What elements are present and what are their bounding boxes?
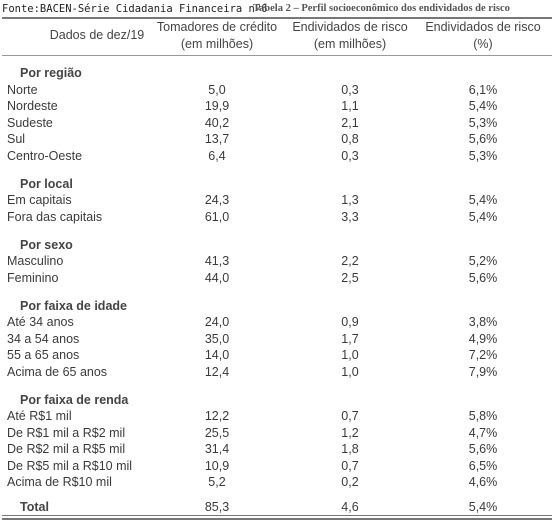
cell: 5,3% [468,115,498,130]
column-header: Tomadores de crédito [156,20,278,34]
column-header: (em milhões) [313,37,387,51]
cell: 5,2 [208,475,226,489]
cell: 2,2 [341,254,359,268]
row-label: De R$5 mil a R$10 mil [7,458,133,473]
row-label: 55 a 65 anos [7,348,80,362]
cell: 1,8 [341,442,359,456]
total-cell: 4,6 [341,500,359,514]
cell: 5,4% [468,209,498,224]
cell: 1,7 [341,331,359,346]
cell: 0,2 [341,475,359,489]
total-cell: 85,3 [204,500,230,514]
top-rule [2,17,552,19]
cell: 0,3 [341,148,359,163]
cell: 2,5 [341,270,359,285]
cell: 0,7 [341,458,359,473]
section-heading: Por região [20,66,82,80]
cell: 5,6% [468,442,498,456]
cell: 61,0 [204,209,230,224]
cell: 14,0 [204,348,230,362]
cell: 5,4% [468,99,498,113]
cell: 35,0 [204,331,230,346]
row-label: Acima de R$10 mil [7,475,112,489]
cell: 4,6% [468,475,498,489]
row-label: Acima de 65 anos [7,364,108,379]
cell: 0,9 [341,315,359,329]
row-label: Em capitais [7,193,72,207]
total-label: Total [20,500,49,514]
cell: 3,3 [341,209,359,224]
cell: 10,9 [204,458,230,473]
cell: 1,0 [341,364,359,379]
cell: 24,0 [204,315,230,329]
total-cell: 5,4% [468,500,498,514]
cell: 1,2 [341,425,359,440]
cell: 6,4 [208,148,226,163]
cell: 0,8 [341,132,359,146]
cell: 7,9% [468,364,498,379]
section-heading: Por faixa de idade [20,298,127,313]
section-heading: Por faixa de renda [20,392,129,407]
bottom-rule [2,518,552,520]
row-label: Até 34 anos [7,315,74,329]
cell: 1,3 [341,193,359,207]
cell: 4,7% [468,425,498,440]
cell: 5,6% [468,270,498,285]
cell: 0,3 [341,82,359,97]
cell: 2,1 [341,115,359,130]
cell: 7,2% [468,348,498,362]
cell: 12,4 [204,364,230,379]
header-rule [2,55,552,56]
cell: 24,3 [204,193,230,207]
row-label: Sudeste [7,115,53,130]
cell: 12,2 [204,409,230,423]
column-header: Endividados de risco [425,20,541,34]
row-label: Feminino [7,270,59,285]
cell: 44,0 [204,270,230,285]
cell: 5,6% [468,132,498,146]
column-header: Dados de dez/19 [49,28,145,42]
cell: 5,3% [468,148,498,163]
row-label: De R$2 mil a R$5 mil [7,442,126,456]
cell: 25,5 [204,425,230,440]
cell: 31,4 [204,442,230,456]
cell: 5,2% [468,254,498,268]
column-header: Endividados de risco [292,20,408,34]
column-header: (%) [473,37,493,51]
row-label: Até R$1 mil [7,409,72,423]
cell: 1,0 [341,348,359,362]
row-label: Sul [7,132,26,146]
row-label: 34 a 54 anos [7,331,80,346]
cell: 5,4% [468,193,498,207]
cell: 5,8% [468,409,498,423]
cell: 1,1 [341,99,359,113]
table-title: Tabela 2 – Perfil socioeconômico dos end… [253,3,510,14]
row-label: Centro-Oeste [7,148,83,163]
row-label: De R$1 mil a R$2 mil [7,425,126,440]
cell: 19,9 [204,99,230,113]
cell: 6,1% [468,82,498,97]
section-heading: Por sexo [20,237,73,252]
cell: 13,7 [204,132,230,146]
cell: 4,9% [468,331,498,346]
source: Fonte:BACEN-Série Cidadania Financeira n… [2,3,268,15]
cell: 41,3 [204,254,230,268]
row-label: Fora das capitais [7,209,103,224]
column-header: (em milhões) [180,37,254,51]
row-label: Masculino [7,254,64,268]
section-heading: Por local [20,176,73,191]
cell: 5,0 [208,82,226,97]
row-label: Nordeste [7,99,58,113]
bottom-rule [2,515,552,516]
cell: 6,5% [468,458,498,473]
cell: 3,8% [468,315,498,329]
row-label: Norte [7,82,38,97]
cell: 40,2 [204,115,230,130]
cell: 0,7 [341,409,359,423]
